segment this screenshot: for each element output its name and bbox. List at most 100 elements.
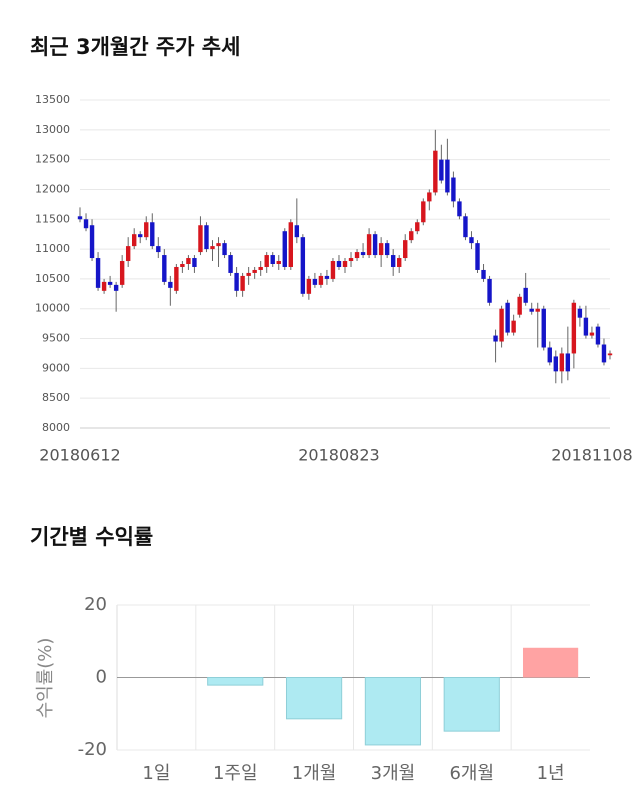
- candle-body: [433, 150, 438, 193]
- candle-body: [228, 255, 233, 273]
- y-tick-label: 8000: [42, 421, 70, 434]
- candle-body: [511, 320, 516, 333]
- candle-body: [601, 344, 607, 363]
- candle-body: [547, 347, 552, 363]
- candle-body: [475, 243, 480, 270]
- candle-body: [505, 302, 510, 333]
- candle-body: [264, 255, 269, 267]
- x-tick-label: 20180612: [39, 446, 120, 465]
- candle-body: [312, 278, 318, 285]
- bar: [285, 677, 343, 720]
- candle-body: [595, 326, 601, 345]
- candle-body: [101, 281, 107, 291]
- x-tick-label: 20180823: [298, 446, 379, 465]
- candle-body: [463, 216, 468, 238]
- candle-body: [372, 234, 378, 256]
- candle-body: [553, 356, 558, 372]
- candle-body: [132, 234, 137, 247]
- candle-body: [174, 266, 179, 291]
- candle-body: [378, 243, 384, 256]
- candle-body: [451, 177, 456, 202]
- candle-body: [384, 243, 390, 256]
- candle-body: [282, 231, 287, 267]
- candle-body: [210, 246, 215, 250]
- y-tick-label: 12000: [35, 182, 70, 195]
- candle-body: [119, 261, 125, 285]
- y-axis-label: 수익률(%): [35, 638, 56, 719]
- x-tick-label: 1개월: [292, 763, 337, 784]
- y-tick-label: 20: [84, 594, 107, 615]
- candle-body: [89, 225, 95, 259]
- candle-body: [397, 258, 402, 267]
- candle-body: [469, 237, 474, 244]
- candle-body: [493, 335, 498, 342]
- candle-body: [607, 353, 613, 356]
- candle-body: [168, 281, 173, 288]
- candle-body: [523, 287, 528, 303]
- candle-body: [252, 269, 257, 273]
- candle-body: [180, 264, 185, 267]
- candle-body: [330, 261, 336, 279]
- y-tick-label: 9000: [42, 361, 70, 374]
- candle-body: [276, 261, 281, 264]
- candle-body: [95, 258, 101, 288]
- candle-body: [565, 353, 571, 372]
- candle-body: [577, 308, 583, 318]
- x-tick-label: 1일: [142, 763, 170, 784]
- candle-body: [481, 269, 486, 279]
- bar: [364, 677, 422, 746]
- candle-body: [258, 266, 263, 270]
- x-tick-label: 1주일: [213, 763, 258, 784]
- y-tick-label: 10500: [35, 272, 70, 285]
- candle-body: [294, 225, 300, 238]
- candle-body: [366, 234, 372, 256]
- candle-body: [138, 234, 143, 238]
- candle-body: [583, 317, 589, 336]
- candle-body: [318, 275, 324, 285]
- candle-body: [270, 255, 275, 264]
- candle-body: [77, 216, 83, 220]
- x-tick-label: 6개월: [449, 763, 494, 784]
- chart-title: 최근 3개월간 주가 추세: [30, 35, 240, 59]
- y-tick-label: 8500: [42, 391, 70, 404]
- candle-body: [409, 231, 414, 241]
- candle-body: [427, 192, 432, 202]
- x-tick-label: 1년: [537, 763, 565, 784]
- candle-body: [162, 255, 167, 282]
- candle-body: [517, 296, 522, 315]
- candle-body: [439, 159, 444, 181]
- y-tick-label: -20: [78, 739, 107, 760]
- candle-body: [360, 252, 366, 256]
- y-tick-label: 10000: [35, 302, 70, 315]
- candle-body: [342, 261, 348, 267]
- chart-title: 기간별 수익률: [30, 525, 153, 549]
- y-tick-label: 11000: [35, 242, 70, 255]
- x-tick-label: 20181108: [551, 446, 632, 465]
- candle-body: [499, 308, 504, 342]
- candle-body: [222, 243, 227, 256]
- candle-body: [487, 278, 492, 303]
- candle-body: [324, 275, 330, 279]
- x-tick-label: 3개월: [371, 763, 416, 784]
- candle-body: [445, 159, 450, 193]
- bar: [443, 677, 500, 732]
- candle-body: [144, 222, 149, 238]
- candle-body: [559, 353, 565, 372]
- candle-body: [415, 222, 420, 232]
- bar: [207, 677, 264, 686]
- candle-body: [421, 201, 426, 223]
- candle-body: [541, 308, 546, 348]
- y-tick-label: 13500: [35, 93, 70, 106]
- y-tick-label: 11500: [35, 212, 70, 225]
- candle-body: [336, 261, 342, 267]
- candle-body: [156, 246, 161, 253]
- y-tick-label: 12500: [35, 153, 70, 166]
- y-tick-label: 0: [96, 667, 107, 688]
- candle-body: [113, 284, 119, 291]
- candle-body: [186, 258, 191, 264]
- y-tick-label: 13000: [35, 123, 70, 136]
- candle-body: [348, 258, 354, 262]
- candle-body: [529, 308, 534, 312]
- candle-body: [288, 222, 293, 267]
